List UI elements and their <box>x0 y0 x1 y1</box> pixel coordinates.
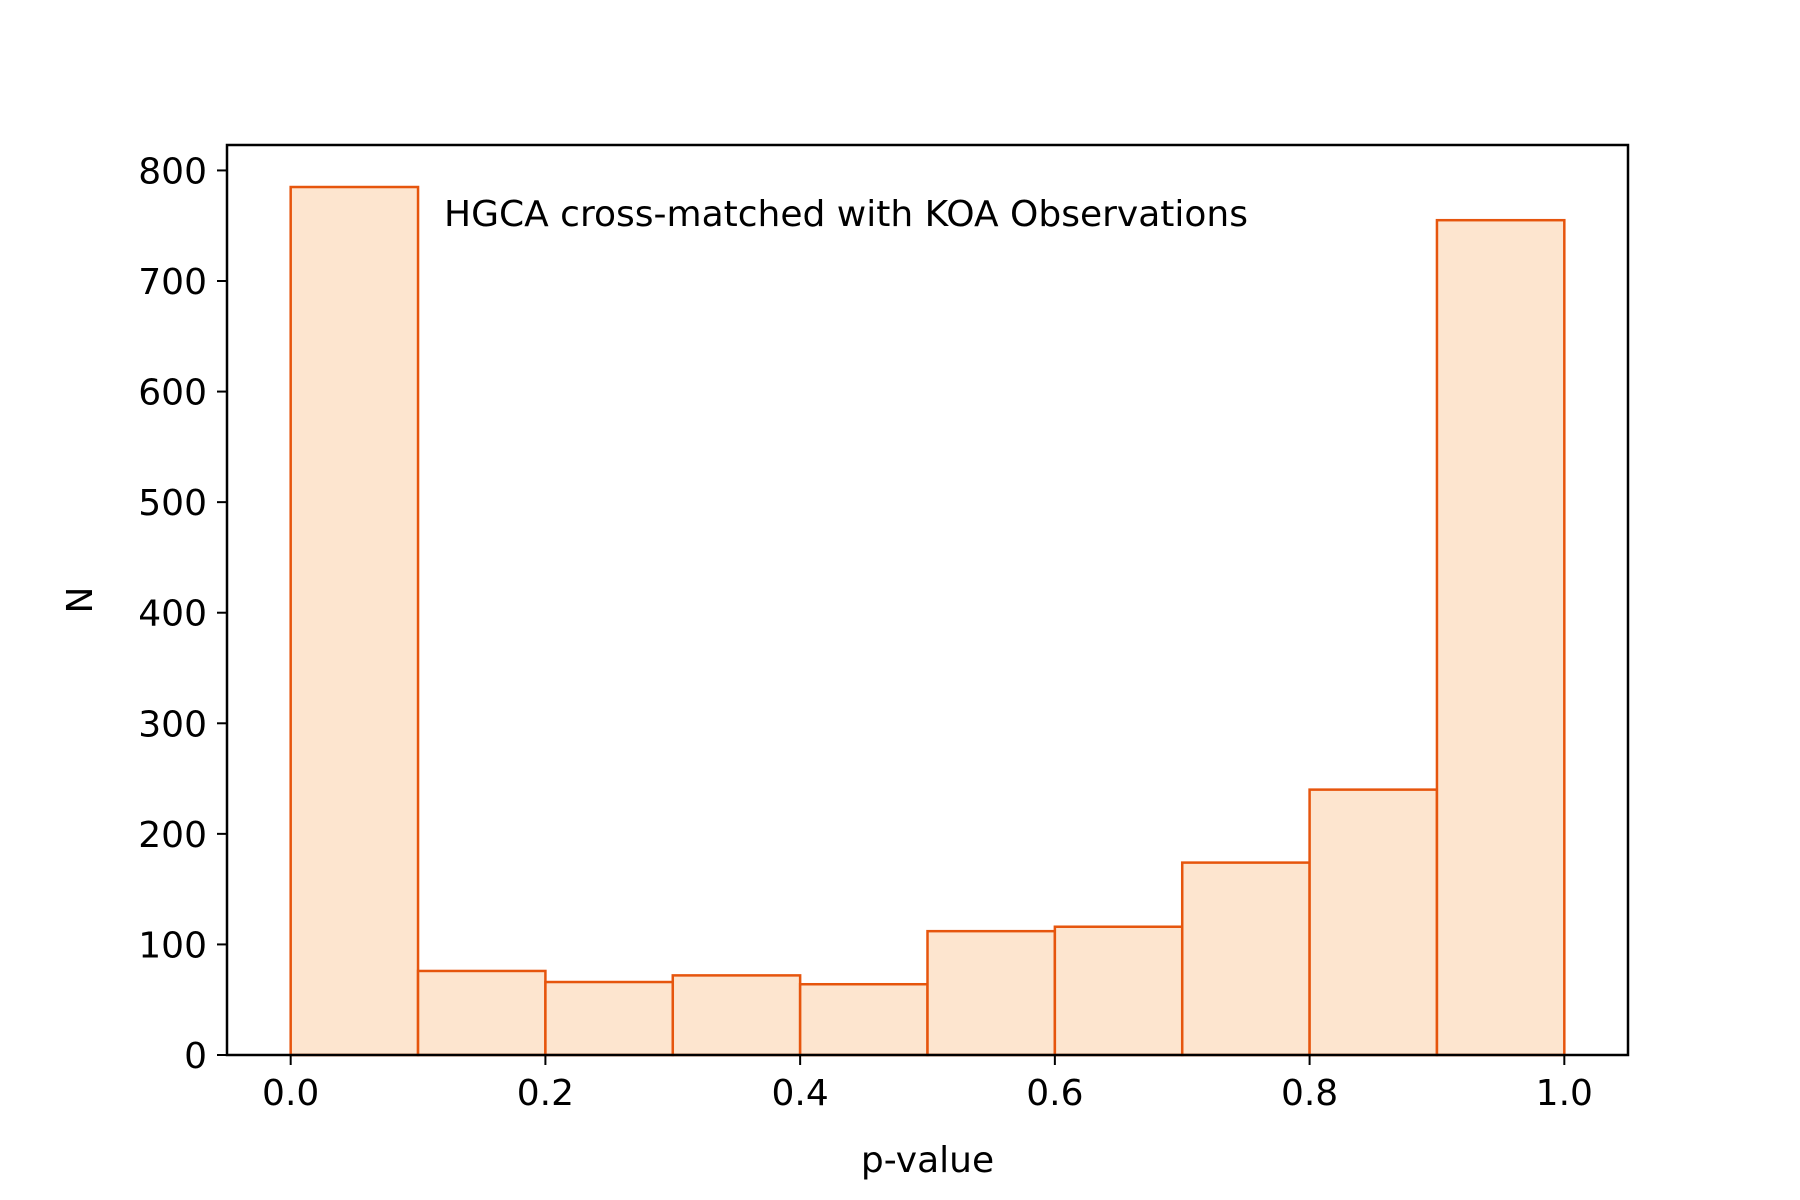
x-tick-label: 1.0 <box>1536 1073 1593 1114</box>
histogram-bar <box>1435 218 1566 1057</box>
histogram-bar <box>1308 788 1439 1057</box>
y-tick-label: 100 <box>138 925 207 966</box>
histogram-bar <box>289 185 420 1057</box>
y-tick-label: 500 <box>138 483 207 524</box>
y-axis-label: N <box>60 587 101 614</box>
y-tick-label: 0 <box>184 1036 207 1077</box>
y-axis-ticks: 0 100 200 300 400 500 600 700 800 <box>138 151 227 1077</box>
histogram-bar <box>671 974 802 1057</box>
y-tick-label: 600 <box>138 373 207 414</box>
x-tick-label: 0.6 <box>1026 1073 1083 1114</box>
y-tick-label: 400 <box>138 594 207 635</box>
histogram-bar <box>1053 925 1184 1057</box>
histogram-bar <box>798 982 929 1057</box>
y-tick-label: 800 <box>138 151 207 192</box>
x-tick-label: 0.4 <box>772 1073 829 1114</box>
x-tick-label: 0.2 <box>517 1073 574 1114</box>
histogram-bars <box>289 185 1566 1057</box>
chart-annotation: HGCA cross-matched with KOA Observations <box>444 194 1248 235</box>
y-tick-label: 200 <box>138 815 207 856</box>
histogram-bar <box>416 969 547 1057</box>
x-axis-label: p-value <box>861 1140 994 1181</box>
x-tick-label: 0.0 <box>262 1073 319 1114</box>
histogram-bar <box>926 929 1057 1057</box>
x-axis-ticks: 0.0 0.2 0.4 0.6 0.8 1.0 <box>262 1055 1593 1114</box>
y-tick-label: 700 <box>138 262 207 303</box>
histogram-bar <box>544 980 675 1057</box>
plot-frame <box>225 143 1630 1057</box>
x-tick-label: 0.8 <box>1281 1073 1338 1114</box>
y-tick-label: 300 <box>138 704 207 745</box>
histogram-bar <box>1180 861 1311 1057</box>
